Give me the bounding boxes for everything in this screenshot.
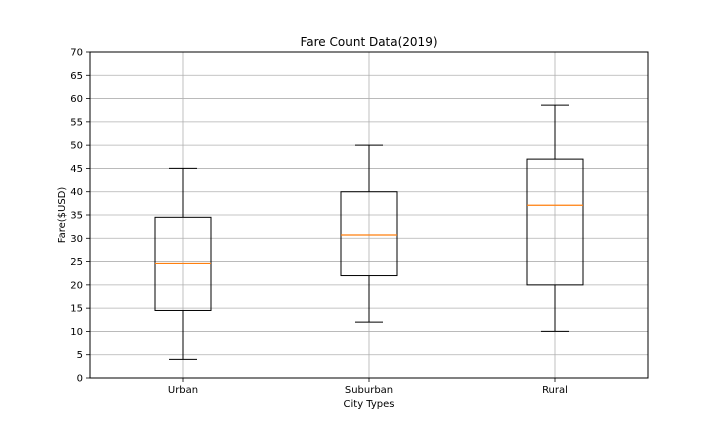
y-axis: 0 5 10 15 20 25 30 35 40 45 50 55 60 65 70: [70, 48, 90, 385]
x-tick-label-rural: Rural: [542, 385, 568, 396]
box-plots: [154, 104, 584, 360]
x-tick-label-urban: Urban: [168, 385, 198, 396]
x-tick-label-suburban: Suburban: [345, 385, 393, 396]
box-rural: [526, 104, 584, 332]
box-suburban: [340, 144, 398, 323]
y-tick-label: 25: [70, 257, 83, 268]
y-tick-label: 50: [70, 141, 83, 152]
grid: [90, 51, 648, 379]
y-tick-label: 45: [70, 164, 83, 175]
box-urban: [154, 167, 212, 360]
y-tick-label: 30: [70, 234, 83, 245]
y-tick-label: 70: [70, 48, 83, 59]
y-tick-label: 5: [77, 350, 83, 361]
y-tick-label: 55: [70, 117, 83, 128]
y-tick-label: 40: [70, 187, 83, 198]
x-axis: Urban Suburban Rural: [168, 378, 568, 396]
box-iqr: [526, 158, 584, 286]
chart-title: Fare Count Data(2019): [300, 35, 437, 49]
x-axis-label: City Types: [344, 399, 395, 410]
y-tick-label: 20: [70, 280, 83, 291]
y-tick-label: 60: [70, 94, 83, 105]
y-tick-label: 10: [70, 327, 83, 338]
y-tick-label: 35: [70, 211, 83, 222]
y-tick-label: 65: [70, 71, 83, 82]
y-tick-label: 0: [77, 374, 83, 385]
y-tick-label: 15: [70, 304, 83, 315]
box-iqr: [340, 191, 398, 277]
y-axis-label: Fare($USD): [57, 187, 68, 244]
